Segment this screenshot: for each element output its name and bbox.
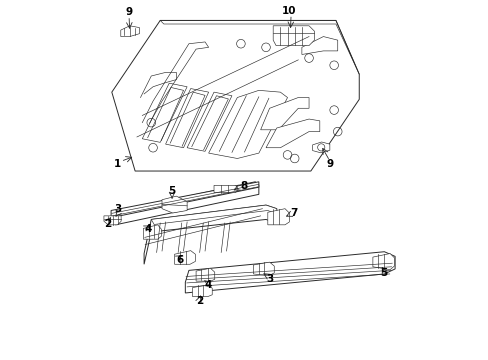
Polygon shape bbox=[112, 182, 258, 216]
Text: 3: 3 bbox=[114, 204, 122, 215]
Polygon shape bbox=[267, 209, 289, 225]
Text: 1: 1 bbox=[113, 159, 121, 169]
Polygon shape bbox=[165, 89, 208, 148]
Text: 8: 8 bbox=[240, 181, 247, 191]
Polygon shape bbox=[151, 205, 276, 225]
Polygon shape bbox=[115, 185, 258, 225]
Polygon shape bbox=[253, 262, 274, 276]
Text: 9: 9 bbox=[325, 159, 333, 169]
Polygon shape bbox=[260, 98, 308, 130]
Text: 2: 2 bbox=[103, 219, 111, 229]
Text: 4: 4 bbox=[144, 225, 152, 234]
Polygon shape bbox=[192, 285, 212, 297]
Polygon shape bbox=[273, 26, 314, 45]
Polygon shape bbox=[144, 205, 276, 264]
Polygon shape bbox=[187, 92, 231, 151]
Polygon shape bbox=[112, 21, 359, 171]
Polygon shape bbox=[162, 196, 187, 213]
Text: 3: 3 bbox=[265, 274, 273, 284]
Polygon shape bbox=[265, 119, 319, 148]
Polygon shape bbox=[142, 83, 187, 142]
Polygon shape bbox=[104, 216, 121, 225]
Polygon shape bbox=[214, 185, 238, 193]
Polygon shape bbox=[185, 252, 394, 293]
Polygon shape bbox=[372, 253, 394, 270]
Text: 10: 10 bbox=[281, 6, 295, 16]
Polygon shape bbox=[312, 142, 329, 153]
Polygon shape bbox=[208, 90, 287, 158]
Text: 9: 9 bbox=[125, 7, 132, 17]
Text: 7: 7 bbox=[290, 208, 297, 218]
Polygon shape bbox=[196, 268, 214, 281]
Polygon shape bbox=[301, 37, 337, 54]
Text: 2: 2 bbox=[196, 296, 203, 306]
Polygon shape bbox=[111, 182, 258, 218]
Text: 5: 5 bbox=[168, 186, 175, 197]
Polygon shape bbox=[121, 26, 139, 37]
Polygon shape bbox=[174, 251, 195, 264]
Text: 6: 6 bbox=[176, 255, 183, 265]
Polygon shape bbox=[143, 225, 161, 239]
Text: 5: 5 bbox=[379, 268, 386, 278]
Text: 4: 4 bbox=[204, 280, 211, 290]
